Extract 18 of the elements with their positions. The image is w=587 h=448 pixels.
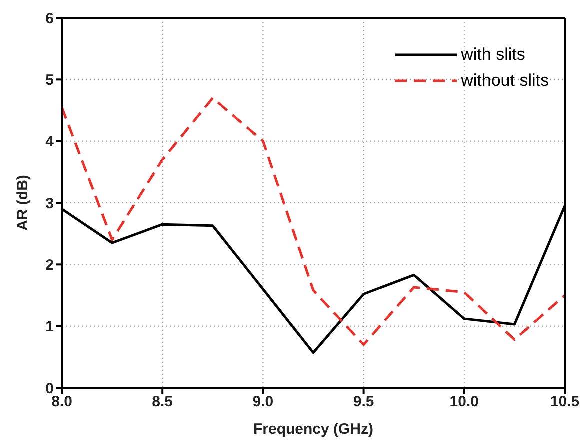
y-tick-label: 1: [46, 318, 54, 336]
y-tick-label: 0: [46, 380, 54, 398]
y-axis-title: AR (dB): [14, 175, 32, 231]
x-axis-title: Frequency (GHz): [253, 421, 374, 438]
x-tick-label: 10.0: [450, 394, 479, 411]
y-tick-label: 2: [46, 256, 54, 274]
y-tick-label: 3: [46, 195, 54, 212]
line-series: [62, 96, 565, 346]
y-tick-label: 5: [46, 72, 54, 89]
legend-label: with slits: [461, 44, 526, 66]
y-tick-label: 6: [46, 10, 54, 28]
x-tick-label: 10.5: [550, 394, 580, 411]
x-tick-label: 9.5: [353, 394, 374, 411]
x-tick-label: 9.0: [252, 394, 274, 411]
x-tick-label: 8.5: [152, 394, 174, 411]
legend-label: without slits: [461, 70, 549, 92]
y-tick-label: 4: [46, 134, 55, 151]
x-tick-label: 8.0: [52, 394, 72, 411]
